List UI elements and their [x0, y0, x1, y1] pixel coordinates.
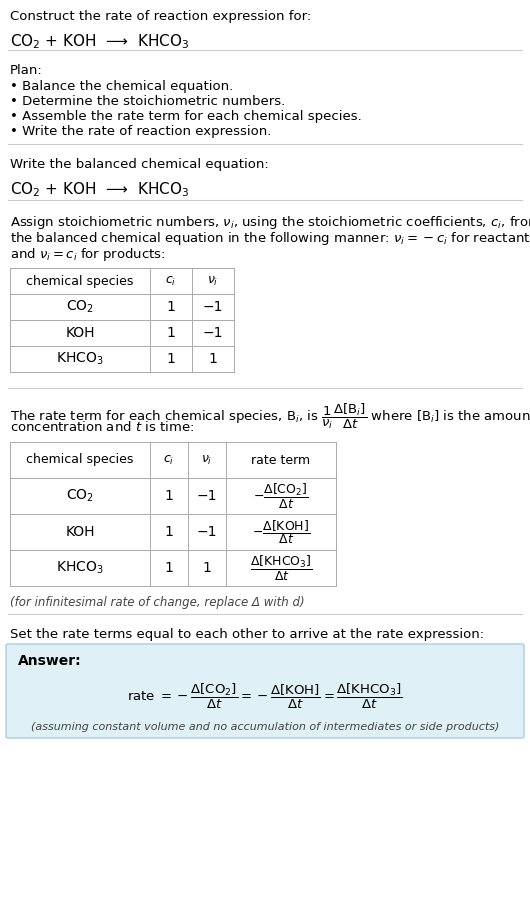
Text: $\dfrac{\Delta[\mathrm{KHCO_3}]}{\Delta t}$: $\dfrac{\Delta[\mathrm{KHCO_3}]}{\Delta …	[250, 553, 312, 582]
Text: CO$_2$ + KOH  ⟶  KHCO$_3$: CO$_2$ + KOH ⟶ KHCO$_3$	[10, 32, 189, 51]
Text: Assign stoichiometric numbers, $\nu_i$, using the stoichiometric coefficients, $: Assign stoichiometric numbers, $\nu_i$, …	[10, 214, 530, 231]
Text: CO$_2$ + KOH  ⟶  KHCO$_3$: CO$_2$ + KOH ⟶ KHCO$_3$	[10, 180, 189, 198]
Text: 1: 1	[166, 300, 175, 314]
Text: KHCO$_3$: KHCO$_3$	[56, 350, 104, 368]
Text: −1: −1	[197, 489, 217, 503]
Text: 1: 1	[209, 352, 217, 366]
Text: KOH: KOH	[65, 525, 95, 539]
Text: chemical species: chemical species	[26, 453, 134, 467]
Text: • Balance the chemical equation.: • Balance the chemical equation.	[10, 80, 233, 93]
Text: $c_i$: $c_i$	[163, 453, 174, 467]
Text: 1: 1	[164, 525, 173, 539]
Text: 1: 1	[164, 561, 173, 575]
Text: $-\dfrac{\Delta[\mathrm{CO_2}]}{\Delta t}$: $-\dfrac{\Delta[\mathrm{CO_2}]}{\Delta t…	[253, 481, 308, 511]
Text: the balanced chemical equation in the following manner: $\nu_i = -c_i$ for react: the balanced chemical equation in the fo…	[10, 230, 530, 247]
Text: and $\nu_i = c_i$ for products:: and $\nu_i = c_i$ for products:	[10, 246, 165, 263]
Text: 1: 1	[164, 489, 173, 503]
FancyBboxPatch shape	[6, 644, 524, 738]
Text: Construct the rate of reaction expression for:: Construct the rate of reaction expressio…	[10, 10, 311, 23]
Text: rate $= -\dfrac{\Delta[\mathrm{CO_2}]}{\Delta t} = -\dfrac{\Delta[\mathrm{KOH}]}: rate $= -\dfrac{\Delta[\mathrm{CO_2}]}{\…	[127, 682, 403, 711]
Text: $\nu_i$: $\nu_i$	[201, 453, 213, 467]
Text: 1: 1	[202, 561, 211, 575]
Text: The rate term for each chemical species, B$_i$, is $\dfrac{1}{\nu_i}\dfrac{\Delt: The rate term for each chemical species,…	[10, 402, 530, 431]
Text: −1: −1	[203, 300, 223, 314]
Text: CO$_2$: CO$_2$	[66, 488, 94, 504]
Text: $\nu_i$: $\nu_i$	[207, 275, 219, 288]
Text: $-\dfrac{\Delta[\mathrm{KOH}]}{\Delta t}$: $-\dfrac{\Delta[\mathrm{KOH}]}{\Delta t}…	[252, 518, 310, 546]
Text: 1: 1	[166, 352, 175, 366]
Text: Set the rate terms equal to each other to arrive at the rate expression:: Set the rate terms equal to each other t…	[10, 628, 484, 641]
Text: CO$_2$: CO$_2$	[66, 298, 94, 315]
Text: rate term: rate term	[251, 453, 311, 467]
Text: • Determine the stoichiometric numbers.: • Determine the stoichiometric numbers.	[10, 95, 285, 108]
Text: Write the balanced chemical equation:: Write the balanced chemical equation:	[10, 158, 269, 171]
Text: (for infinitesimal rate of change, replace Δ with d): (for infinitesimal rate of change, repla…	[10, 596, 305, 609]
Text: 1: 1	[166, 326, 175, 340]
Text: Plan:: Plan:	[10, 64, 43, 77]
Text: KOH: KOH	[65, 326, 95, 340]
Text: • Assemble the rate term for each chemical species.: • Assemble the rate term for each chemic…	[10, 110, 362, 123]
Text: $c_i$: $c_i$	[165, 275, 176, 288]
Text: −1: −1	[197, 525, 217, 539]
Text: KHCO$_3$: KHCO$_3$	[56, 560, 104, 576]
Text: Answer:: Answer:	[18, 654, 82, 668]
Text: • Write the rate of reaction expression.: • Write the rate of reaction expression.	[10, 125, 271, 138]
Text: concentration and $t$ is time:: concentration and $t$ is time:	[10, 420, 194, 434]
Text: −1: −1	[203, 326, 223, 340]
Text: chemical species: chemical species	[26, 275, 134, 288]
Text: (assuming constant volume and no accumulation of intermediates or side products): (assuming constant volume and no accumul…	[31, 722, 499, 732]
